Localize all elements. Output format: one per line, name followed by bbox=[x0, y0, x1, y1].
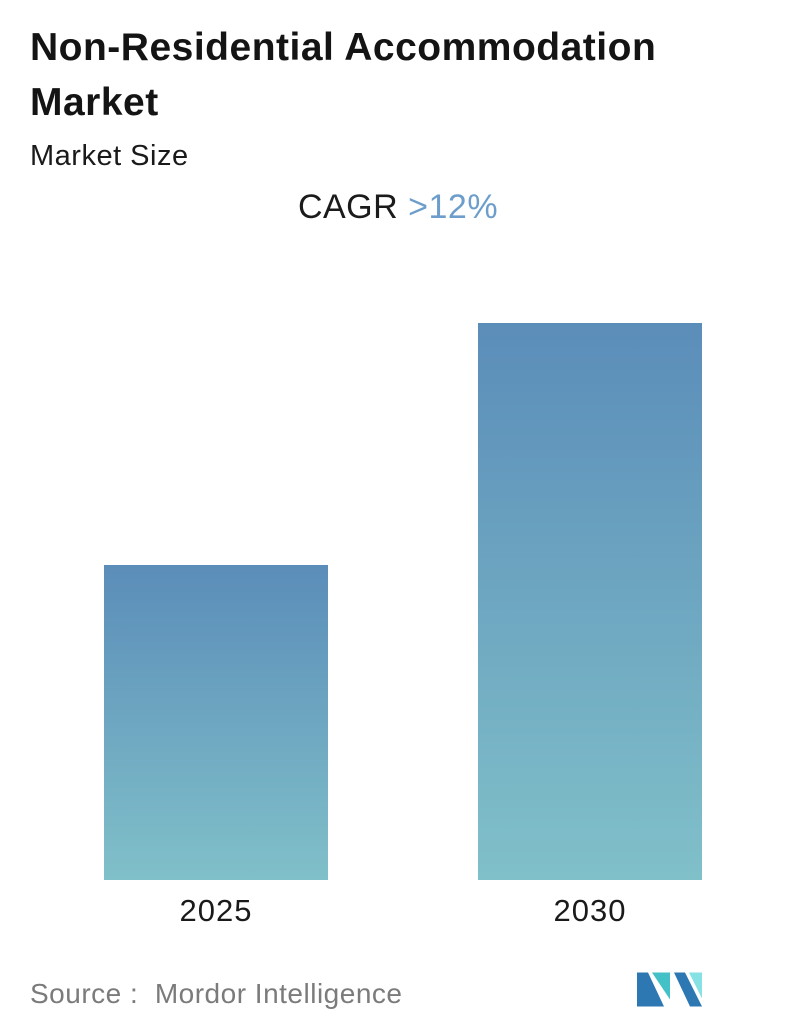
bar bbox=[104, 565, 328, 880]
logo-left-stroke bbox=[637, 972, 664, 1007]
logo-corner-triangle bbox=[689, 972, 702, 999]
cagr-annotation: CAGR >12% bbox=[0, 188, 796, 227]
category-label: 2025 bbox=[179, 893, 253, 928]
source-text: Source : Mordor Intelligence bbox=[30, 978, 403, 1009]
page-subtitle: Market Size bbox=[30, 140, 189, 172]
cagr-value: >12% bbox=[408, 188, 499, 226]
bar bbox=[478, 323, 702, 880]
mordor-intelligence-logo bbox=[637, 972, 702, 1007]
cagr-label: CAGR bbox=[297, 188, 399, 226]
logo-middle-triangle bbox=[652, 972, 670, 1000]
logo-right-stroke bbox=[674, 972, 702, 1007]
category-label: 2030 bbox=[553, 893, 627, 928]
page-title: Non-Residential Accommodation Market bbox=[30, 26, 657, 124]
